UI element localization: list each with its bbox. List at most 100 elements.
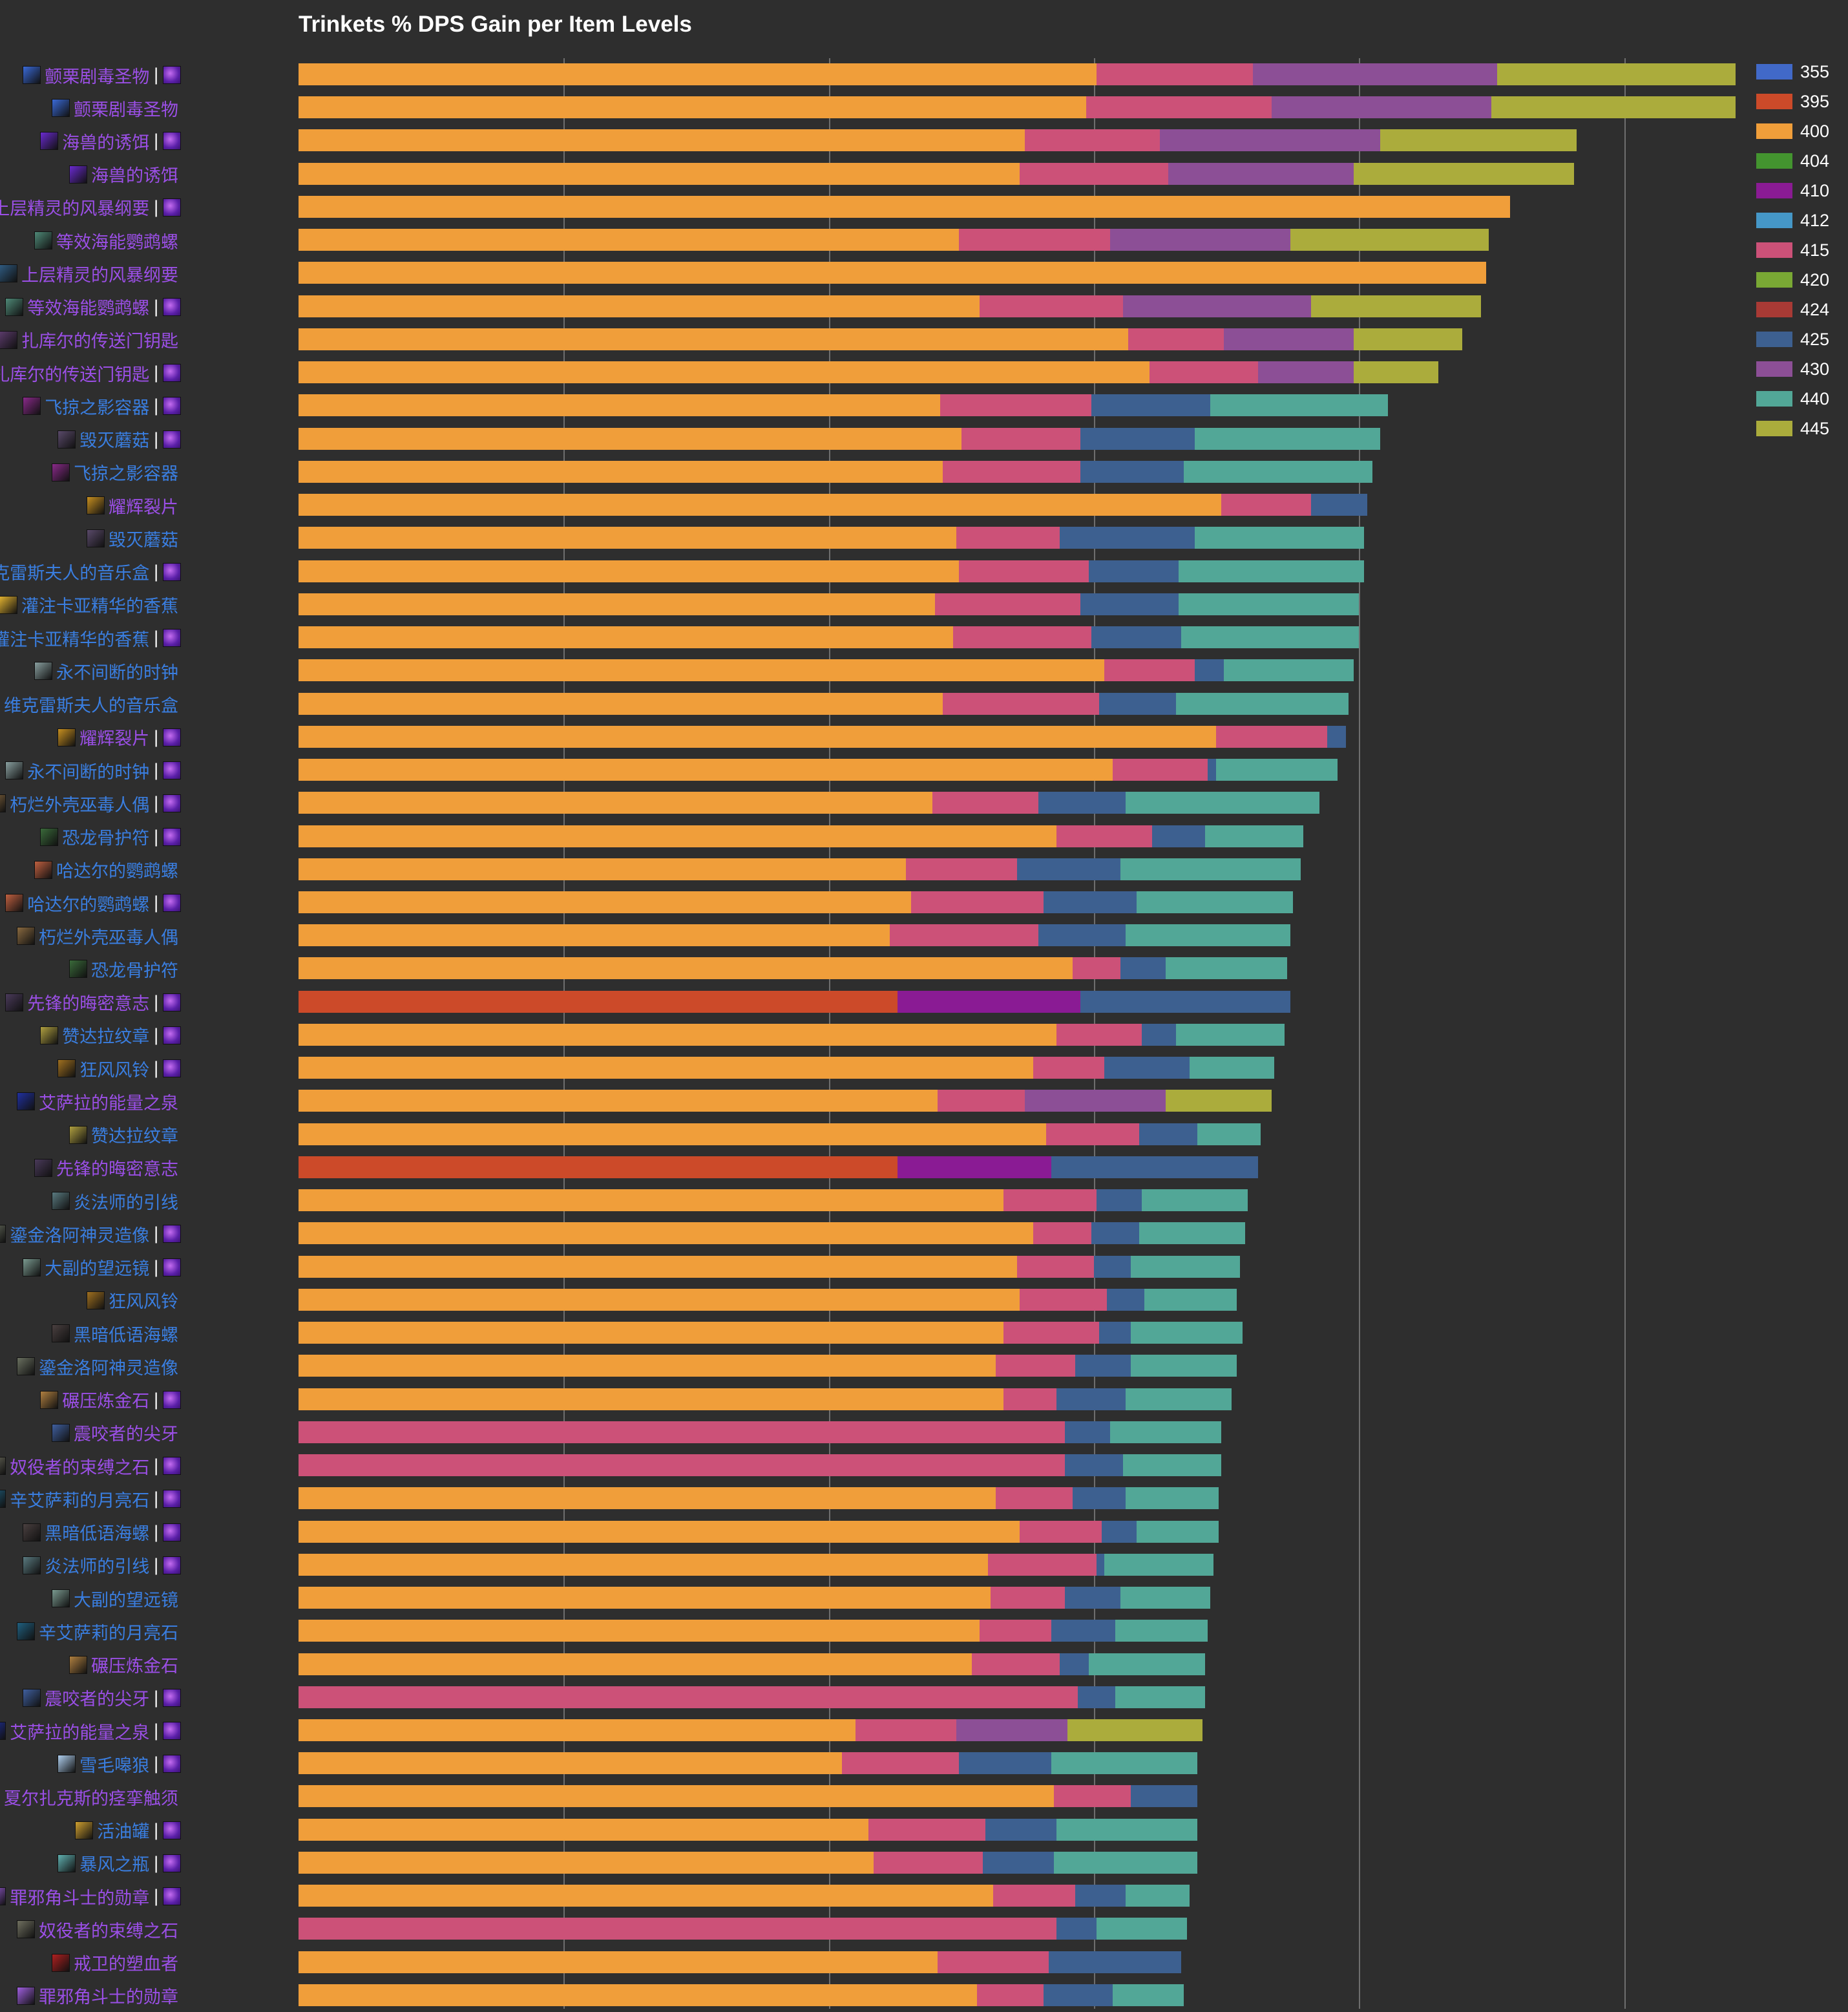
row-label[interactable]: 大副的望远镜: [52, 1585, 178, 1611]
trinket-name[interactable]: 永不间断的时钟: [27, 762, 150, 783]
bar-segment-445[interactable]: [1353, 328, 1463, 350]
bar-segment-445[interactable]: [1290, 229, 1489, 251]
row-label[interactable]: 黑暗低语海螺: [52, 1320, 178, 1346]
bar-segment-410[interactable]: [898, 1156, 1052, 1178]
bar-segment-400[interactable]: [299, 1322, 1004, 1344]
bar-segment-430[interactable]: [1223, 328, 1354, 350]
bar-segment-425[interactable]: [1099, 692, 1177, 715]
bar-segment-425[interactable]: [1080, 593, 1179, 615]
bar-segment-415[interactable]: [972, 1653, 1060, 1675]
bar-segment-400[interactable]: [299, 825, 1057, 847]
bar-segment-425[interactable]: [1131, 1785, 1197, 1808]
bar-segment-440[interactable]: [1179, 560, 1365, 582]
bar-segment-400[interactable]: [299, 1222, 1033, 1245]
trinket-name[interactable]: 飞掠之影容器: [45, 397, 150, 418]
bar-segment-440[interactable]: [1205, 825, 1304, 847]
bar-segment-425[interactable]: [1075, 1885, 1126, 1907]
bar-segment-415[interactable]: [1150, 361, 1259, 384]
trinket-name[interactable]: 恐龙骨护符: [62, 829, 150, 849]
bar-segment-415[interactable]: [1020, 1288, 1108, 1311]
bar-segment-430[interactable]: [1168, 162, 1354, 185]
row-label[interactable]: 罪邪角斗士的勋章 |: [0, 1883, 181, 1909]
bar-segment-415[interactable]: [1073, 957, 1120, 980]
trinket-name[interactable]: 灌注卡亚精华的香蕉: [0, 630, 150, 650]
bar-segment-415[interactable]: [1046, 1123, 1139, 1145]
row-label[interactable]: 艾萨拉的能量之泉 |: [0, 1718, 181, 1744]
bar-segment-400[interactable]: [299, 1587, 991, 1609]
bar-segment-400[interactable]: [299, 593, 935, 615]
bar-segment-425[interactable]: [1091, 626, 1182, 649]
bar-segment-425[interactable]: [1093, 1255, 1131, 1278]
row-label[interactable]: 扎库尔的传送门钥匙: [0, 327, 178, 353]
bar-segment-415[interactable]: [1054, 1785, 1131, 1808]
trinket-name[interactable]: 哈达尔的鹦鹉螺: [27, 895, 150, 915]
bar-segment-430[interactable]: [956, 1719, 1067, 1741]
trinket-name[interactable]: 罪邪角斗士的勋章: [39, 1987, 178, 2008]
bar-segment-400[interactable]: [299, 560, 959, 582]
bar-segment-400[interactable]: [299, 1752, 843, 1775]
bar-segment-425[interactable]: [1097, 1553, 1105, 1576]
bar-segment-415[interactable]: [1020, 162, 1168, 185]
bar-segment-415[interactable]: [958, 229, 1110, 251]
bar-segment-425[interactable]: [985, 1818, 1057, 1841]
bar-segment-400[interactable]: [299, 891, 911, 913]
row-label[interactable]: 哈达尔的鹦鹉螺 |: [5, 890, 181, 916]
bar-segment-440[interactable]: [1184, 460, 1372, 483]
legend-item-412[interactable]: 412: [1756, 206, 1829, 235]
bar-segment-425[interactable]: [1038, 792, 1126, 814]
bar-segment-440[interactable]: [1189, 1057, 1274, 1079]
trinket-name[interactable]: 鎏金洛阿神灵造像: [39, 1358, 178, 1379]
bar-segment-425[interactable]: [1056, 1388, 1126, 1410]
row-label[interactable]: 恐龙骨护符 |: [40, 824, 181, 850]
bar-segment-415[interactable]: [1128, 328, 1224, 350]
trinket-name[interactable]: 炎法师的引线: [74, 1192, 178, 1213]
row-label[interactable]: 夏尔扎克斯的痉挛触须: [0, 1784, 178, 1810]
row-label[interactable]: 颤栗剧毒圣物 |: [23, 62, 181, 88]
row-label[interactable]: 等效海能鹦鹉螺 |: [5, 294, 181, 320]
trinket-name[interactable]: 碾压炼金石: [91, 1657, 178, 1677]
trinket-name[interactable]: 奴役者的束缚之石: [39, 1921, 178, 1942]
bar-segment-425[interactable]: [1104, 1057, 1190, 1079]
bar-segment-400[interactable]: [299, 692, 943, 715]
bar-segment-440[interactable]: [1123, 1454, 1221, 1477]
bar-segment-430[interactable]: [1258, 361, 1354, 384]
trinket-name[interactable]: 碾压炼金石: [62, 1392, 150, 1412]
bar-segment-400[interactable]: [299, 129, 1025, 152]
bar-segment-440[interactable]: [1136, 1520, 1219, 1543]
bar-segment-440[interactable]: [1139, 1222, 1245, 1245]
bar-segment-445[interactable]: [1380, 129, 1577, 152]
bar-segment-440[interactable]: [1197, 1123, 1261, 1145]
bar-segment-400[interactable]: [299, 1189, 1004, 1212]
bar-segment-415[interactable]: [1056, 825, 1153, 847]
bar-segment-440[interactable]: [1104, 1553, 1213, 1576]
bar-segment-415[interactable]: [932, 792, 1038, 814]
trinket-name[interactable]: 毁灭蘑菇: [109, 530, 178, 551]
bar-segment-415[interactable]: [889, 924, 1038, 947]
bar-segment-440[interactable]: [1176, 692, 1349, 715]
bar-segment-400[interactable]: [299, 1255, 1017, 1278]
row-label[interactable]: 雪毛嗥狼 |: [58, 1751, 181, 1777]
row-label[interactable]: 先锋的晦密意志: [34, 1155, 178, 1181]
bar-segment-440[interactable]: [1126, 1388, 1232, 1410]
trinket-name[interactable]: 雪毛嗥狼: [79, 1755, 150, 1776]
bar-segment-400[interactable]: [299, 1388, 1004, 1410]
row-label[interactable]: 碾压炼金石 |: [40, 1387, 181, 1413]
trinket-name[interactable]: 震咬者的尖牙: [74, 1424, 178, 1445]
trinket-name[interactable]: 黑暗低语海螺: [45, 1524, 150, 1545]
bar-segment-440[interactable]: [1126, 792, 1319, 814]
bar-segment-415[interactable]: [937, 1951, 1049, 1973]
bar-segment-410[interactable]: [898, 990, 1081, 1013]
bar-segment-425[interactable]: [1073, 1487, 1126, 1510]
bar-segment-400[interactable]: [299, 427, 961, 450]
bar-segment-400[interactable]: [299, 1487, 996, 1510]
bar-segment-445[interactable]: [1165, 1090, 1272, 1112]
row-label[interactable]: 鎏金洛阿神灵造像: [17, 1353, 178, 1379]
trinket-name[interactable]: 扎库尔的传送门钥匙: [21, 332, 178, 352]
bar-segment-425[interactable]: [1194, 659, 1224, 682]
legend-item-400[interactable]: 400: [1756, 116, 1829, 146]
bar-segment-425[interactable]: [1059, 1653, 1089, 1675]
bar-segment-425[interactable]: [1091, 394, 1211, 417]
row-label[interactable]: 辛艾萨莉的月亮石: [17, 1618, 178, 1644]
bar-segment-400[interactable]: [299, 858, 906, 880]
bar-segment-425[interactable]: [1043, 891, 1137, 913]
